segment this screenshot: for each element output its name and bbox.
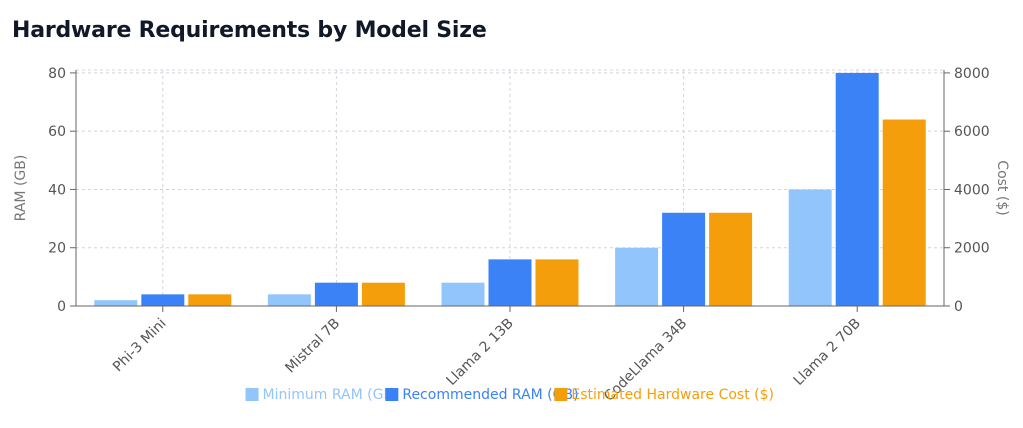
y-left-tick-label: 60 — [48, 124, 66, 140]
bar-estimated-hardware-cost-1 — [361, 282, 405, 306]
grid-lines — [76, 69, 944, 306]
legend-swatch — [385, 388, 399, 401]
bar-recommended-ram-gb-2 — [488, 259, 532, 306]
legend-swatch — [245, 388, 259, 401]
bar-minimum-ram-gb-0 — [94, 300, 138, 306]
y-left-tick-label: 80 — [48, 66, 66, 82]
chart-title: Hardware Requirements by Model Size — [12, 18, 487, 43]
y-right-tick-label: 0 — [954, 299, 963, 315]
x-tick-label: Mistral 7B — [282, 316, 343, 377]
bar-recommended-ram-gb-3 — [662, 212, 706, 306]
bar-estimated-hardware-cost-2 — [535, 259, 579, 306]
y-right-tick-label: 2000 — [954, 241, 990, 257]
y-right-tick-label: 8000 — [954, 66, 990, 82]
legend-label: Estimated Hardware Cost ($) — [571, 387, 774, 403]
bar-estimated-hardware-cost-3 — [709, 212, 753, 306]
bar-recommended-ram-gb-1 — [314, 282, 358, 306]
bar-minimum-ram-gb-2 — [441, 282, 485, 306]
y-left-tick-label: 40 — [48, 182, 66, 198]
bar-recommended-ram-gb-4 — [835, 72, 879, 307]
x-tick-label: Llama 2 70B — [791, 316, 864, 389]
bar-minimum-ram-gb-4 — [788, 189, 832, 306]
y-right-tick-label: 6000 — [954, 124, 990, 140]
legend-label: Recommended RAM (GB) — [402, 387, 578, 403]
legend-swatch — [554, 388, 568, 401]
legend-label: Minimum RAM (GB) — [263, 387, 399, 403]
y-axis-right-label: Cost ($) — [994, 160, 1010, 215]
x-tick-label: Phi-3 Mini — [110, 316, 170, 376]
bar-minimum-ram-gb-3 — [615, 247, 659, 306]
bars — [94, 72, 926, 307]
axes — [70, 70, 950, 312]
y-right-tick-label: 4000 — [954, 182, 990, 198]
bar-recommended-ram-gb-0 — [141, 294, 185, 306]
bar-estimated-hardware-cost-4 — [882, 119, 926, 307]
y-left-tick-label: 20 — [48, 241, 66, 257]
x-tick-label: Llama 2 13B — [443, 316, 516, 389]
bar-minimum-ram-gb-1 — [267, 294, 311, 306]
y-axis-left-label: RAM (GB) — [13, 155, 29, 222]
bar-estimated-hardware-cost-0 — [188, 294, 232, 306]
legend: Minimum RAM (GB) Recommended RAM (GB)Esti… — [245, 387, 774, 403]
y-left-tick-label: 0 — [57, 299, 66, 315]
